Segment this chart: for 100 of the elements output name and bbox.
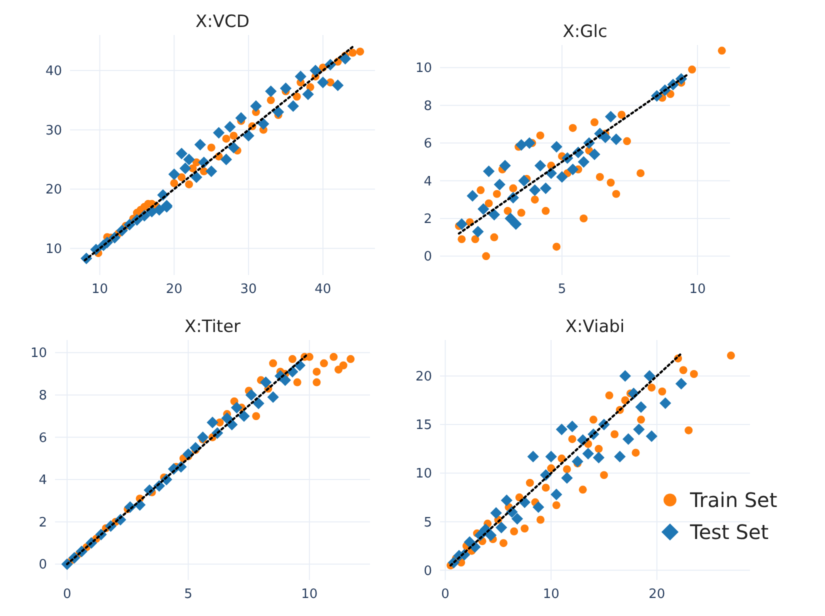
point [265,85,277,98]
point [168,168,180,180]
point [632,448,640,457]
point [536,132,544,140]
chart-title: X:Glc [562,22,608,42]
point [221,412,233,424]
y-tick-label: 8 [424,98,432,114]
point [339,52,352,65]
point [550,140,562,153]
point [568,124,577,132]
x-tick-label: 0 [62,587,72,602]
y-tick-label: 40 [45,64,62,80]
point [511,512,524,525]
y-tick-label: 4 [424,174,432,190]
point [562,465,571,474]
point [532,501,544,513]
x-tick-label: 0 [441,587,450,602]
point [224,121,236,133]
x-tick-label: 40 [314,282,332,297]
y-tick-label: 10 [30,346,47,362]
point [690,370,698,378]
y-tick-label: 20 [45,182,62,198]
point [242,130,254,142]
point [527,450,539,462]
point [604,110,617,122]
point [339,361,348,370]
point [524,137,536,149]
x-tick-label: 20 [166,282,182,297]
point [605,391,614,400]
point [622,433,634,445]
point [552,242,561,251]
y-tick-label: 8 [38,388,47,404]
point [222,134,230,143]
point [568,435,576,444]
point [612,190,620,198]
point [589,416,598,424]
x-tick-label: 30 [240,282,257,297]
point [490,507,502,519]
point [578,156,590,168]
y-tick-label: 10 [45,242,62,257]
point [637,416,646,424]
y-tick-label: 30 [45,123,62,138]
point [520,524,529,532]
point [458,235,466,244]
point [252,412,260,420]
point [596,172,604,181]
point [536,516,544,524]
point [718,46,726,55]
chart-title: X:VCD [196,12,250,32]
y-tick-label: 10 [415,466,432,482]
point [594,444,603,453]
point [206,165,218,178]
point [228,142,240,154]
point [636,169,645,178]
point [610,430,619,438]
point [310,64,322,76]
point [230,132,238,140]
point [183,154,195,166]
point [618,110,626,119]
point [456,218,468,230]
point [235,112,247,124]
point [556,171,568,183]
point [267,391,279,403]
point [606,178,615,187]
point [279,374,291,386]
x-tick-label: 5 [558,282,566,297]
x-tick-label: 20 [648,587,666,602]
point [185,180,194,188]
point [190,171,202,184]
point [294,70,306,82]
point [194,138,206,150]
point [542,206,550,215]
point [197,431,209,444]
y-tick-label: 20 [415,370,432,384]
point [482,166,495,178]
point [220,154,232,166]
point [566,164,579,176]
point [280,82,292,94]
point [230,402,243,414]
x-tick-label: 10 [689,282,706,297]
point [269,359,278,368]
point [517,208,526,217]
point [504,206,512,215]
point [476,186,485,194]
point [312,378,321,386]
point [170,179,178,188]
chart-title: X:Titer [184,317,241,337]
point [472,226,484,238]
point [588,148,600,160]
point [334,366,342,374]
point [561,472,573,484]
legend-label: Train Set [689,488,778,512]
point [488,208,500,220]
point [504,212,516,224]
point [288,355,296,364]
x-tick-label: 10 [301,587,318,602]
point [260,376,272,388]
point [572,456,584,468]
point [466,190,478,202]
point [250,100,262,112]
